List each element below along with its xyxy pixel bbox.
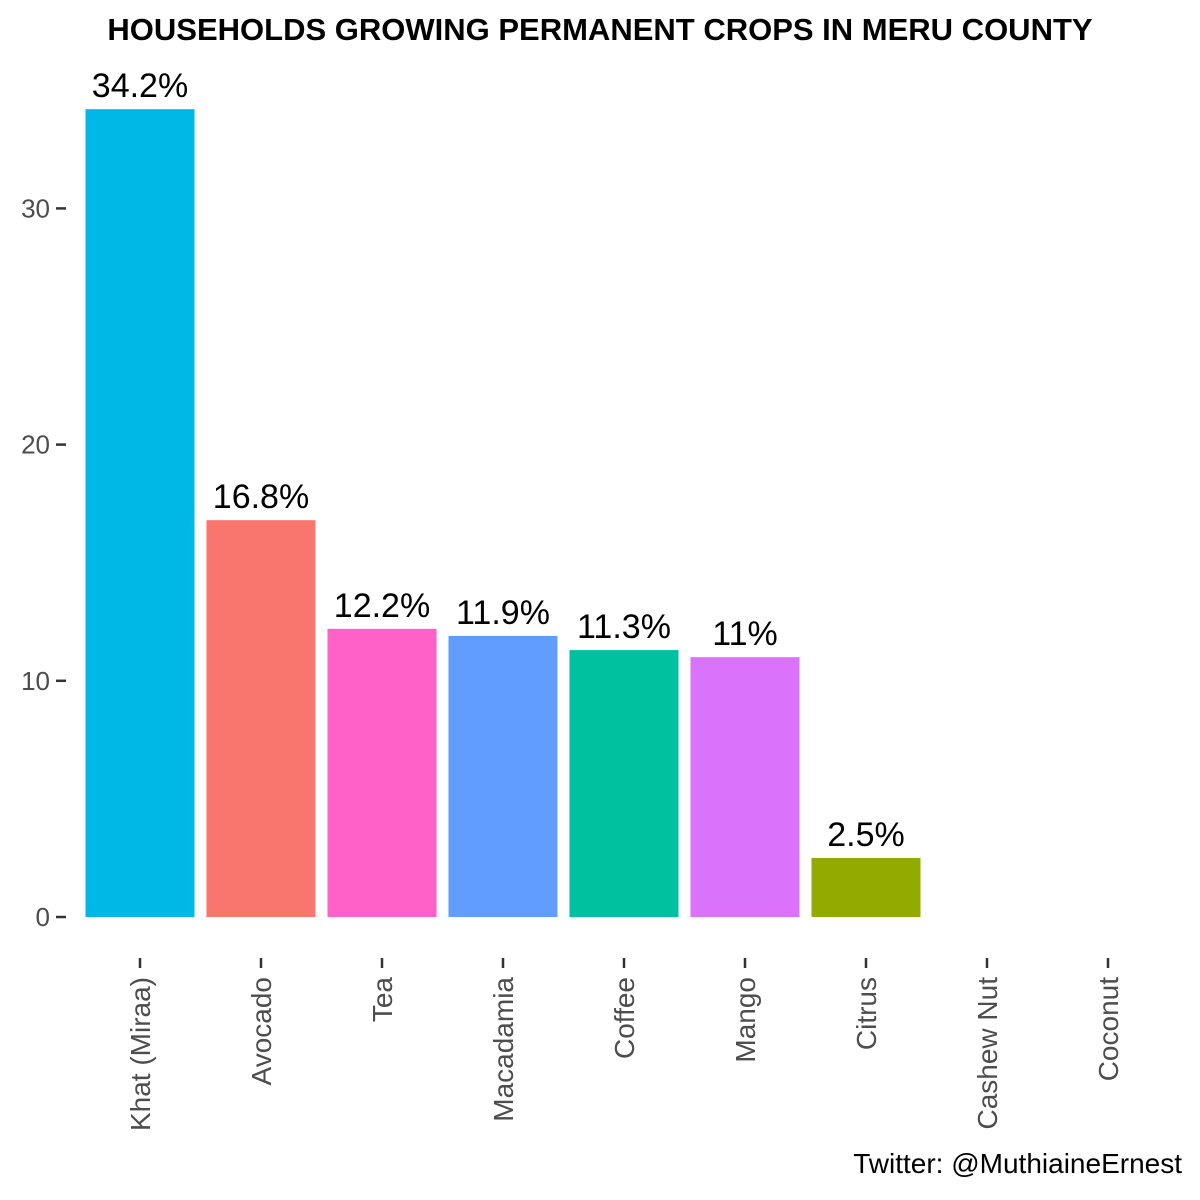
bar-value-label: 11% bbox=[712, 615, 778, 653]
bars bbox=[85, 109, 921, 918]
bar-avocado bbox=[206, 520, 316, 917]
y-axis: 0 10 20 30 bbox=[21, 193, 66, 932]
bar-citrus bbox=[811, 857, 921, 917]
x-tick-label: Citrus bbox=[851, 977, 882, 1050]
bar-value-label: 11.9% bbox=[456, 594, 550, 632]
chart-title: HOUSEHOLDS GROWING PERMANENT CROPS IN ME… bbox=[107, 12, 1093, 47]
y-tick-label: 30 bbox=[21, 193, 50, 223]
x-tick-label: Avocado bbox=[246, 977, 277, 1085]
bar-value-label: 11.3% bbox=[577, 608, 671, 646]
x-tick-label: Coffee bbox=[609, 977, 640, 1059]
bar-macadamia bbox=[448, 635, 558, 917]
x-tick-label: Mango bbox=[730, 977, 761, 1063]
bar-coffee bbox=[569, 650, 679, 917]
y-tick-label: 10 bbox=[21, 666, 50, 696]
bar-value-label: 34.2% bbox=[92, 67, 188, 105]
y-tick-label: 20 bbox=[21, 430, 50, 460]
y-tick-label: 0 bbox=[36, 902, 50, 932]
bar-value-label: 2.5% bbox=[827, 816, 905, 854]
bar-khat-miraa bbox=[85, 109, 195, 918]
bar-labels: 34.2% 16.8% 12.2% 11.9% 11.3% 11% 2.5% bbox=[92, 67, 905, 854]
x-tick-label: Macadamia bbox=[488, 977, 519, 1122]
x-axis: Khat (Miraa) Avocado Tea Macadamia Coffee Man… bbox=[125, 958, 1124, 1131]
bar-mango bbox=[690, 657, 800, 917]
x-tick-label: Cashew Nut bbox=[972, 977, 1003, 1130]
bar-value-label: 16.8% bbox=[213, 478, 309, 516]
bar-tea bbox=[327, 628, 437, 917]
x-tick-label: Tea bbox=[367, 977, 398, 1023]
x-tick-label: Coconut bbox=[1093, 977, 1124, 1082]
bar-value-label: 12.2% bbox=[334, 587, 430, 625]
caption: Twitter: @MuthiaineErnest bbox=[853, 1148, 1182, 1179]
x-tick-label: Khat (Miraa) bbox=[125, 977, 156, 1131]
